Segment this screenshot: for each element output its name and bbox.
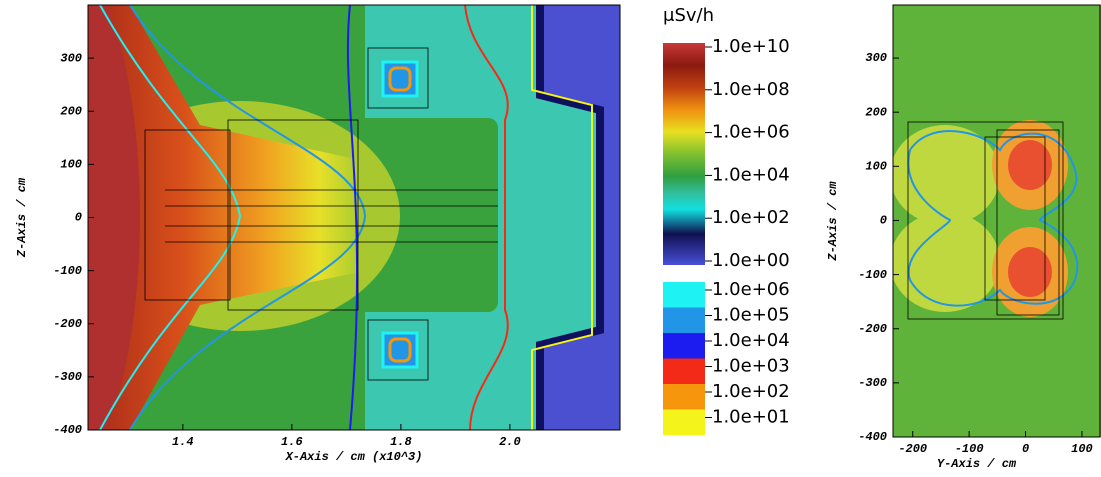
contour-label: 1.0e+02 xyxy=(712,381,790,402)
y-tick-label: -100 xyxy=(858,268,887,282)
contour-swatch xyxy=(663,307,705,333)
y-axis-label: Z-Axis / cm xyxy=(15,177,29,258)
contour-label: 1.0e+03 xyxy=(712,356,790,377)
contour-swatch xyxy=(663,282,705,308)
x-tick-label: 100 xyxy=(1071,442,1093,456)
x-tick-label: 1.6 xyxy=(281,435,303,449)
y-tick-label: -200 xyxy=(858,322,887,336)
y-tick-label: -400 xyxy=(53,423,82,437)
colorbar xyxy=(663,43,705,265)
colorbar-tick-label: 1.0e+10 xyxy=(712,36,790,57)
colorbar-tick-label: 1.0e+00 xyxy=(712,250,790,271)
x-tick-label: -200 xyxy=(898,442,927,456)
y-tick-label: -400 xyxy=(858,430,887,444)
colorbar-tick-label: 1.0e+02 xyxy=(712,207,790,228)
contour-swatch xyxy=(663,384,705,410)
field-left xyxy=(88,5,620,430)
colorbar-label: μSv/h xyxy=(663,5,714,26)
x-tick-label: 0 xyxy=(1022,442,1029,456)
x-tick-label: 1.4 xyxy=(172,435,194,449)
y-tick-label: 300 xyxy=(60,51,82,65)
colorbar-tick-label: 1.0e+04 xyxy=(712,164,790,185)
y-tick-label: 0 xyxy=(880,214,887,228)
y-tick-label: 200 xyxy=(60,104,82,118)
plot-frame xyxy=(892,4,1101,438)
x-tick-label: 1.8 xyxy=(390,435,412,449)
y-tick-label: 0 xyxy=(75,211,82,225)
y-axis-label: Z-Axis / cm xyxy=(826,181,840,262)
y-tick-label: -300 xyxy=(53,370,82,384)
contour-label: 1.0e+06 xyxy=(712,279,790,300)
colorbar-tick-label: 1.0e+08 xyxy=(712,79,790,100)
y-tick-label: 200 xyxy=(865,105,887,119)
y-tick-label: 100 xyxy=(865,159,887,173)
y-tick-label: -100 xyxy=(53,264,82,278)
contour-swatch xyxy=(663,358,705,384)
contour-swatch xyxy=(663,333,705,359)
colorbar-tick-label: 1.0e+06 xyxy=(712,122,790,143)
contour-label: 1.0e+01 xyxy=(712,407,790,428)
x-axis-label: Y-Axis / cm xyxy=(937,457,1017,471)
contour-label: 1.0e+04 xyxy=(712,330,790,351)
contour-label: 1.0e+05 xyxy=(712,305,790,326)
x-tick-label: 2.0 xyxy=(499,435,521,449)
y-tick-label: 300 xyxy=(865,51,887,65)
y-tick-label: -300 xyxy=(858,376,887,390)
x-tick-label: -100 xyxy=(955,442,984,456)
y-tick-label: 100 xyxy=(60,158,82,172)
contour-swatch xyxy=(663,409,705,435)
x-axis-label: X-Axis / cm (x10^3) xyxy=(285,450,423,464)
y-tick-label: -200 xyxy=(53,317,82,331)
field-right xyxy=(893,5,1101,437)
